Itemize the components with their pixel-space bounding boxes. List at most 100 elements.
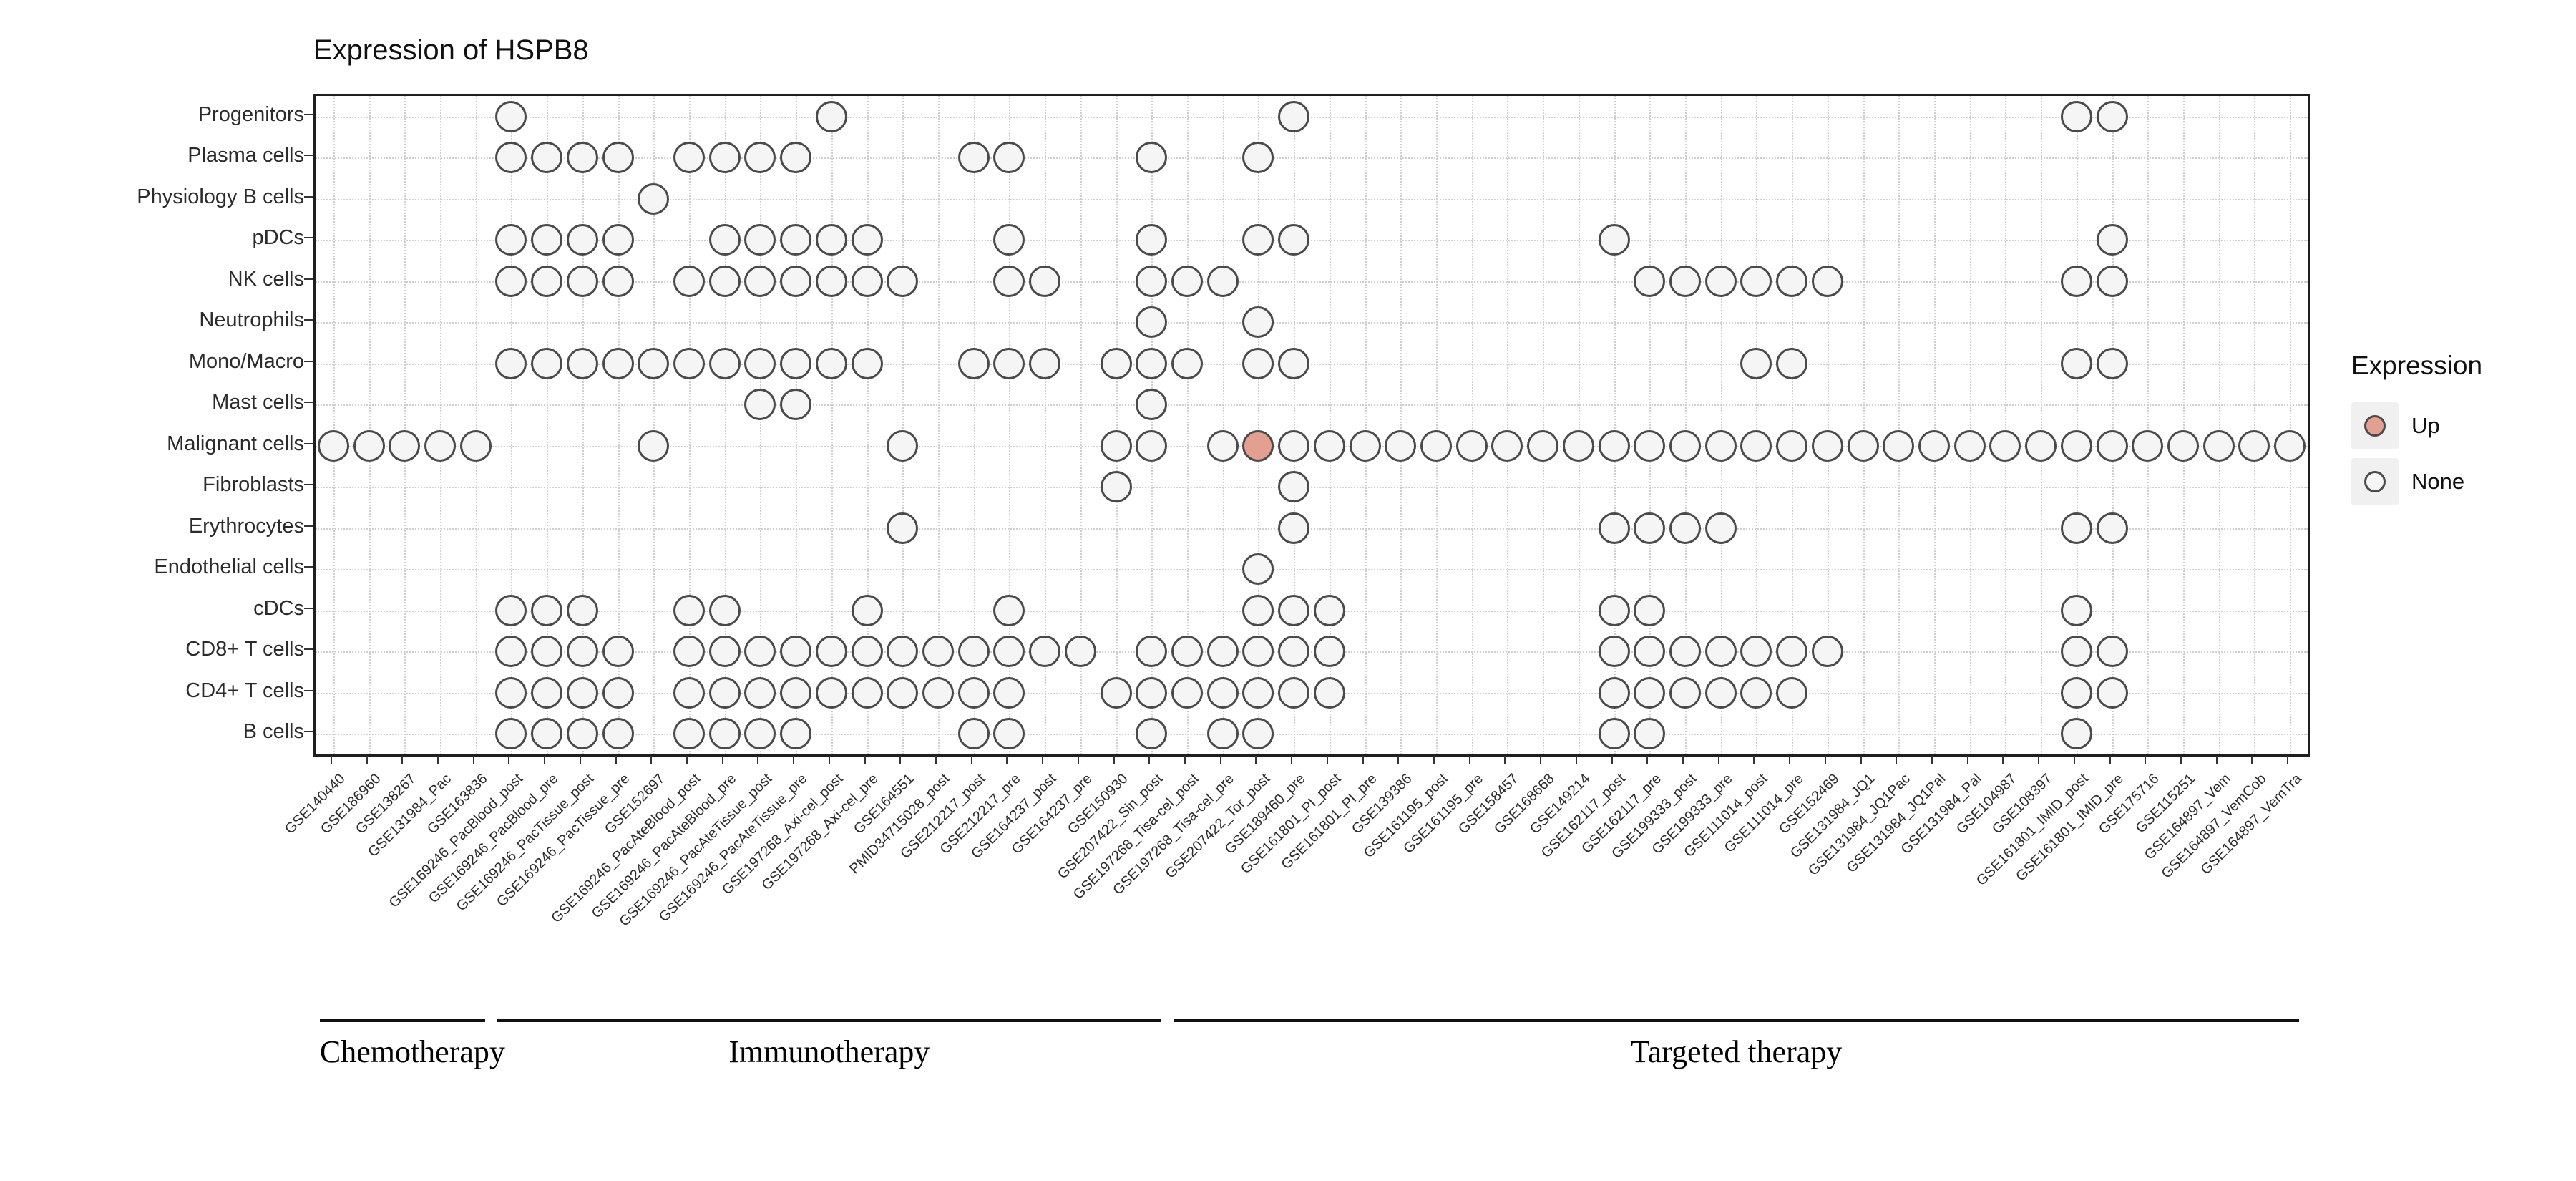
expression-dot [744,636,776,668]
expression-dot [1776,347,1808,379]
y-axis-tick [304,689,313,691]
therapy-group-line [497,1019,1161,1022]
expression-dot [1953,429,1986,462]
expression-dot [566,142,598,174]
none-dot-icon [2364,471,2386,492]
x-axis-tick [828,756,830,764]
y-axis-label: Endothelial cells [154,555,304,579]
y-axis-tick [304,155,313,157]
y-axis-tick [304,360,313,362]
expression-dot [744,224,776,256]
expression-dot [993,142,1025,174]
expression-dot [602,636,634,668]
expression-dot [957,347,990,379]
expression-dot [495,100,527,132]
gridline-horizontal [316,569,2308,571]
expression-dot [2096,429,2128,462]
gridline-vertical [2290,96,2292,754]
x-axis-tick [1824,756,1826,764]
gridline-vertical [440,96,441,754]
gridline-vertical [1436,96,1438,754]
x-axis-tick [508,756,510,764]
expression-dot [531,636,563,668]
expression-dot [1704,429,1737,462]
expression-dot [1278,429,1310,462]
expression-dot [1206,265,1239,297]
expression-dot [780,347,812,379]
expression-dot [495,224,527,256]
expression-dot [851,594,883,626]
expression-dot [1136,676,1168,709]
x-axis-tick [544,756,546,764]
expression-dot [780,265,812,297]
expression-dot [708,594,741,626]
expression-dot [1349,429,1381,462]
gridline-vertical [796,96,798,754]
expression-dot [1776,429,1808,462]
x-axis-tick [2073,756,2075,764]
gridline-horizontal [316,404,2308,407]
expression-dot [1029,347,1061,379]
gridline-vertical [973,96,975,754]
gridline-vertical [369,96,371,754]
expression-dot [2238,429,2270,462]
x-axis-tick [2180,756,2182,764]
expression-dot [1669,676,1701,709]
expression-dot [2060,265,2092,297]
expression-dot [495,347,527,379]
expression-dot [1385,429,1417,462]
gridline-vertical [1507,96,1509,754]
expression-dot [780,718,812,750]
expression-dot [638,429,670,462]
x-axis-tick [1611,756,1613,764]
gridline-vertical [1649,96,1652,754]
expression-dot [1206,676,1239,709]
expression-dot [1598,224,1630,256]
expression-dot [2060,594,2092,626]
gridline-vertical [404,96,406,754]
gridline-vertical [1863,96,1865,754]
expression-dot [957,636,990,668]
expression-dot [566,718,598,750]
expression-dot [531,265,563,297]
expression-dot [531,347,563,379]
expression-dot [566,224,598,256]
y-axis-tick [304,731,313,733]
expression-dot [673,636,705,668]
expression-dot [887,636,919,668]
legend-key-none [2351,458,2399,505]
expression-dot [602,718,634,750]
expression-dot [1634,429,1666,462]
x-axis-tick [330,756,332,764]
gridline-vertical [2112,96,2114,754]
expression-dot [602,347,634,379]
therapy-group-label: Immunotherapy [728,1034,930,1069]
x-axis-tick [472,756,474,764]
y-axis-label: pDCs [252,226,304,250]
expression-dot [851,636,883,668]
gridline-vertical [547,96,549,754]
x-axis-tick [2038,756,2040,764]
expression-dot [1278,636,1310,668]
therapy-group-line [319,1019,485,1022]
expression-dot [1634,512,1666,544]
expression-dot [851,224,883,256]
expression-dot [1136,636,1168,668]
x-axis-tick [1575,756,1577,764]
expression-dot [1100,471,1132,503]
expression-dot [2274,429,2306,462]
expression-dot [1313,594,1345,626]
expression-dot [673,265,705,297]
expression-dot [602,224,634,256]
gridline-vertical [475,96,477,754]
expression-dot [2060,676,2092,709]
expression-dot [1704,265,1737,297]
y-axis-label: Progenitors [197,102,304,126]
expression-dot [1669,265,1701,297]
expression-dot [1100,676,1132,709]
expression-dot [1136,306,1168,339]
gridline-vertical [1222,96,1224,754]
y-axis-label: Mast cells [212,391,304,414]
expression-dot [673,142,705,174]
